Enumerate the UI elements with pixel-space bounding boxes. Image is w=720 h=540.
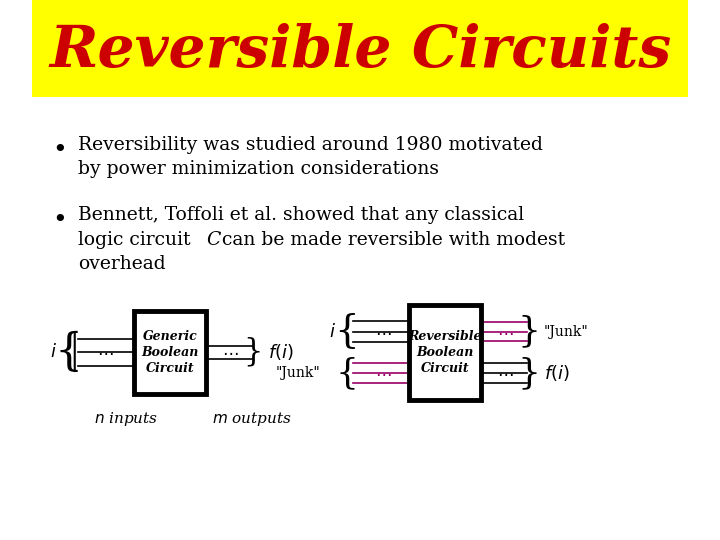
Text: $f(i)$: $f(i)$ xyxy=(544,363,570,383)
FancyBboxPatch shape xyxy=(32,0,688,97)
Text: Reversible Circuits: Reversible Circuits xyxy=(49,23,671,79)
Text: Generic
Boolean
Circuit: Generic Boolean Circuit xyxy=(141,330,199,375)
Text: $\cdots$: $\cdots$ xyxy=(498,322,514,341)
Text: $\cdots$: $\cdots$ xyxy=(222,343,238,361)
Text: $f(i)$: $f(i)$ xyxy=(268,342,294,362)
Text: $\cdots$: $\cdots$ xyxy=(374,322,391,341)
Text: "Junk": "Junk" xyxy=(544,325,588,339)
Text: }: } xyxy=(243,337,263,368)
Text: {: { xyxy=(54,331,82,374)
Text: •: • xyxy=(52,208,66,232)
Text: $\cdots$: $\cdots$ xyxy=(374,364,391,382)
Bar xyxy=(134,310,206,394)
Text: Bennett, Toffoli et al. showed that any classical: Bennett, Toffoli et al. showed that any … xyxy=(78,206,524,224)
Text: $i$: $i$ xyxy=(329,322,336,341)
Text: can be made reversible with modest: can be made reversible with modest xyxy=(216,231,565,249)
Text: $m$ outputs: $m$ outputs xyxy=(212,410,292,428)
Text: logic circuit: logic circuit xyxy=(78,231,197,249)
Text: Reversibility was studied around 1980 motivated
by power minimization considerat: Reversibility was studied around 1980 mo… xyxy=(78,136,543,178)
Text: Reversible
Boolean
Circuit: Reversible Boolean Circuit xyxy=(408,330,482,375)
Text: "Junk": "Junk" xyxy=(276,366,320,380)
Text: {: { xyxy=(336,356,359,390)
Text: overhead: overhead xyxy=(78,255,166,273)
Text: •: • xyxy=(52,138,66,161)
Text: }: } xyxy=(517,315,540,348)
Text: }: } xyxy=(517,356,540,390)
Text: $n$ inputs: $n$ inputs xyxy=(94,410,158,428)
Bar xyxy=(409,305,481,400)
Text: C: C xyxy=(206,231,220,249)
Text: $\cdots$: $\cdots$ xyxy=(97,343,114,361)
Text: $\cdots$: $\cdots$ xyxy=(498,364,514,382)
Text: {: { xyxy=(335,313,359,350)
Text: $i$: $i$ xyxy=(50,343,57,361)
